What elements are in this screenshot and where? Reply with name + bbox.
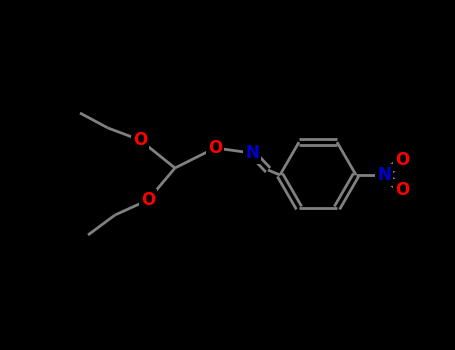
Text: O: O — [141, 191, 155, 209]
Text: O: O — [133, 131, 147, 149]
Text: N: N — [245, 144, 259, 162]
Text: O: O — [395, 181, 409, 199]
Text: O: O — [395, 151, 409, 169]
Text: O: O — [208, 139, 222, 157]
Text: N: N — [377, 166, 391, 184]
